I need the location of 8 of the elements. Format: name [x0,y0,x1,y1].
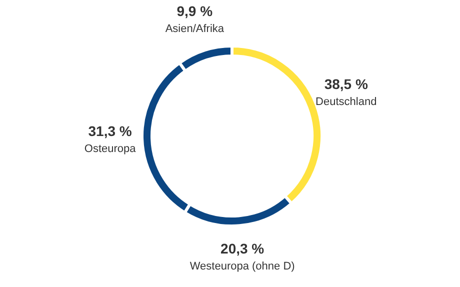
slice-label: Osteuropa [84,143,137,156]
data-label: 20,3 % [220,240,265,257]
slice-label: Asien/Afrika [165,22,225,35]
slice-label: Deutschland [316,96,377,108]
data-label: 38,5 % [324,76,368,92]
data-label: 9,9 % [176,2,214,19]
slice-label: Westeuropa (ohne D) [190,260,295,273]
data-label: 31,3 % [88,123,132,140]
